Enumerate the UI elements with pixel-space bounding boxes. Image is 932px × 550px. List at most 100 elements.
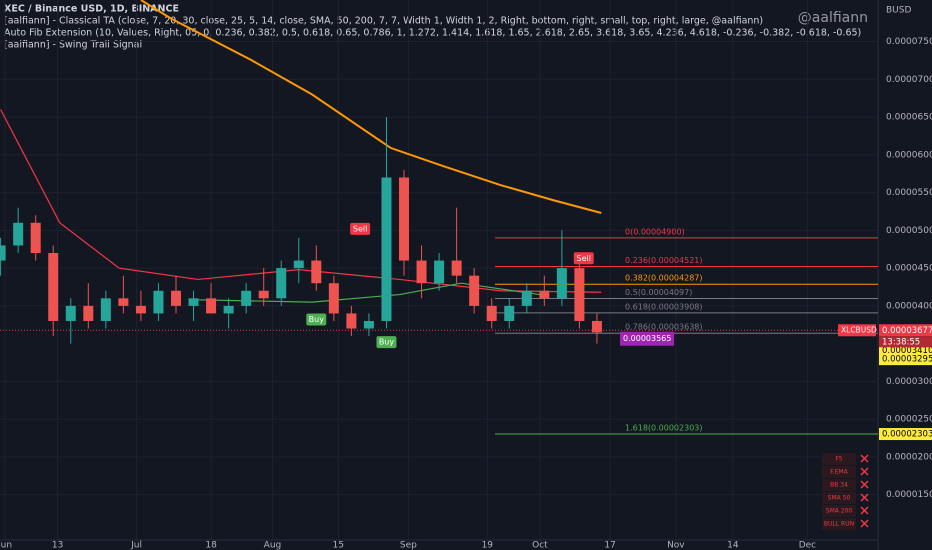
table-cell (822, 453, 856, 465)
signal-badge (306, 313, 327, 326)
x-tick-label: Sep (400, 541, 417, 550)
table-cross (860, 493, 869, 502)
candle-body (65, 305, 76, 321)
table-label: SMA 200 (826, 508, 853, 515)
price-badge (879, 428, 932, 441)
x-tick-label: 15 (333, 541, 344, 550)
table-label: F.EMA (830, 469, 848, 476)
candle-body (223, 305, 234, 314)
indicator: [aalfiann] - Classical TA (close, 7, 20,… (4, 16, 763, 27)
signal-label: Sell (353, 224, 367, 233)
candle-body (188, 298, 199, 306)
candle-body (539, 290, 550, 299)
candle-body (258, 290, 269, 299)
fib-label: 0.618(0.00003908) (625, 302, 703, 311)
axis-unit: BUSD (886, 6, 911, 16)
x-tick-label: 14 (727, 541, 739, 550)
candle-body (451, 260, 462, 276)
candle-body (135, 305, 146, 314)
candle-body (13, 222, 24, 246)
price-label: 0.00003677 (882, 326, 932, 336)
table-cell (822, 466, 856, 478)
price-badge (879, 324, 932, 337)
table-cell (822, 518, 856, 530)
candle-body (311, 260, 322, 284)
indicator-line (197, 282, 541, 303)
candle-body (556, 268, 567, 299)
x-tick-label: Jun (0, 541, 12, 550)
candle-body (399, 177, 410, 261)
table-cell (822, 505, 856, 517)
candle-body (504, 305, 515, 321)
fib-label: 0.382(0.00004287) (625, 274, 703, 283)
x-tick-label: 13 (52, 541, 63, 550)
candle-body (363, 320, 374, 329)
signal-badge (376, 336, 397, 349)
table-label: SMA 50 (828, 495, 851, 502)
fib-label: 0.5(0.00004097) (625, 288, 692, 297)
table-cell (822, 492, 856, 504)
table-label: BULL RUN (824, 521, 854, 528)
table-label: F5 (835, 456, 842, 463)
candle-body (521, 290, 532, 306)
candle-body (434, 260, 445, 284)
candle-body (153, 290, 164, 314)
symbol-badge (838, 324, 876, 337)
x-tick-label: 18 (205, 541, 217, 550)
table-cross (860, 467, 869, 476)
candle-body (48, 253, 59, 321)
candle-body (206, 298, 217, 314)
signal-badge (350, 222, 371, 235)
signal-label: Buy (379, 338, 395, 347)
candle-body (328, 283, 339, 314)
marker-badge (620, 331, 674, 346)
candle-body (469, 275, 480, 306)
marker-label: 0.00003565 (623, 334, 671, 343)
fib-label: 0.236(0.00004521) (625, 256, 703, 265)
x-tick-label: Oct (532, 541, 548, 550)
indicator-line (0, 109, 602, 293)
price-label: 0.00003410 (882, 346, 932, 356)
x-tick-label: 19 (482, 541, 494, 550)
table-cross (860, 519, 869, 528)
x-tick-label: Dec (799, 541, 816, 550)
candle-body (100, 298, 111, 321)
price-badge (879, 353, 932, 366)
x-tick-label: Aug (264, 541, 282, 550)
candle-body (486, 305, 497, 321)
candle-body (293, 260, 304, 269)
signal-badge (573, 252, 594, 265)
price-label: 0.00003295 (882, 355, 932, 365)
x-tick-label: 17 (604, 541, 615, 550)
table-cross (860, 454, 869, 463)
table-cell (822, 479, 856, 491)
candle-body (346, 313, 357, 329)
countdown-badge (879, 336, 932, 348)
candle-body (241, 290, 252, 306)
indicator: [aalfiann] - Swing Trail Signal (4, 40, 142, 51)
y-tick-label: 0.00001500 (886, 490, 932, 500)
table-cross (860, 480, 869, 489)
signal-label: Buy (309, 315, 325, 324)
table-cross (860, 506, 869, 515)
candle-body (171, 290, 182, 306)
indicator-line (140, 0, 602, 214)
candle-body (83, 305, 94, 321)
candle-body (276, 268, 287, 299)
fib-label: 0.786(0.00003638) (625, 323, 703, 332)
price-label: 0.00002303 (882, 430, 932, 440)
countdown: 13:38:55 (882, 337, 920, 347)
candle-body (416, 260, 427, 284)
title: XEC / Binance USD, 1D, BINANCE (4, 4, 179, 15)
